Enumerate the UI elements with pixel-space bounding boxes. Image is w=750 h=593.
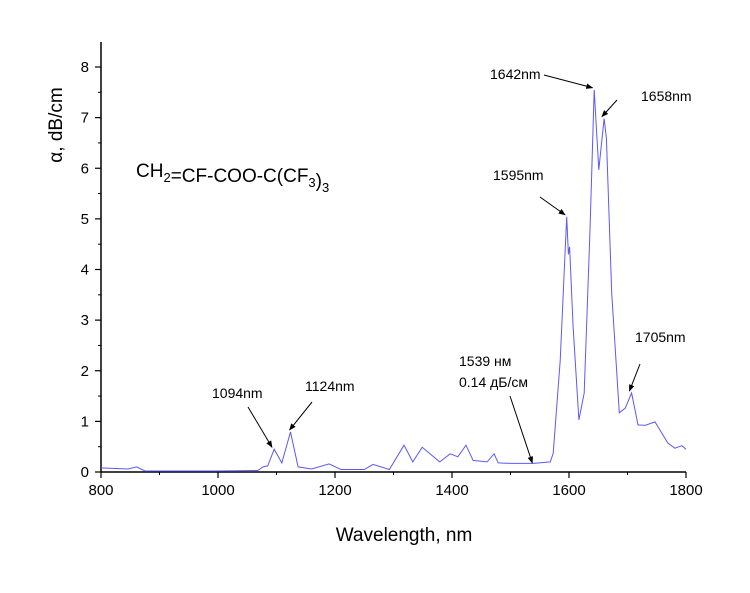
y-tick-label: 7 [81,110,89,127]
annotation-line: 1539 нм [459,353,511,369]
title-part: 2 [163,170,170,185]
x-tick-label: 800 [88,482,113,499]
annotation: 1094nm [212,385,273,448]
annotation-arrow [543,74,594,89]
y-tick-label: 8 [81,59,89,76]
annotation-label: 1595nm [493,167,544,183]
annotation-arrow [628,363,641,392]
x-tick-label: 1000 [201,482,234,499]
annotation-arrow [247,406,273,448]
annotation-arrow [509,395,533,464]
x-tick-label: 1200 [318,482,351,499]
y-tick-label: 2 [81,363,89,380]
axes [95,42,687,478]
annotation-label: 1658nm [641,88,692,104]
annotation-label: 1094nm [212,385,263,401]
annotations: 1094nm 1124nm 1539 нм 0.14 дБ/см 1595nm 1642n… [212,66,692,464]
x-tick-label: 1400 [435,482,468,499]
annotation: 1539 нм 0.14 дБ/см [459,353,533,464]
annotation-label: 1642nm [490,66,541,82]
annotation: 1124nm [289,378,355,431]
x-tick-label: 1800 [669,482,702,499]
x-axis-label: Wavelength, nm [336,525,473,546]
annotation: 1658nm [601,88,692,118]
chart-title: CH2=CF-COO-C(CF3)3 [136,161,329,195]
annotation-label: 1539 нм 0.14 дБ/см [459,353,528,390]
annotation-line: 0.14 дБ/см [459,374,528,390]
annotation-arrow [601,99,618,118]
series-line [100,89,687,472]
title-part: 3 [322,180,329,195]
y-tick-label: 5 [81,211,89,228]
annotation-arrow [289,401,313,431]
y-tick-label: 3 [81,312,89,329]
annotation: 1595nm [493,167,566,216]
title-part: 3 [308,175,315,190]
y-tick-label: 0 [81,464,89,481]
x-tick-label: 1600 [552,482,585,499]
y-tick-label: 6 [81,160,89,177]
annotation-label: 1705nm [635,329,686,345]
y-tick-label: 1 [81,413,89,430]
title-part: ) [316,171,322,192]
y-tick-label: 4 [81,262,89,279]
annotation: 1642nm [490,66,594,89]
y-axis-label: α, dB/cm [46,87,67,162]
title-part: =CF-COO-C(CF [171,166,309,187]
annotation-arrow [539,196,566,216]
title-part: CH [136,161,163,182]
tick-labels: 800 1000 1200 1400 1600 1800 0 1 2 3 4 5 6 7 8 [81,59,703,499]
annotation-label: 1124nm [305,378,355,394]
annotation: 1705nm [628,329,686,392]
